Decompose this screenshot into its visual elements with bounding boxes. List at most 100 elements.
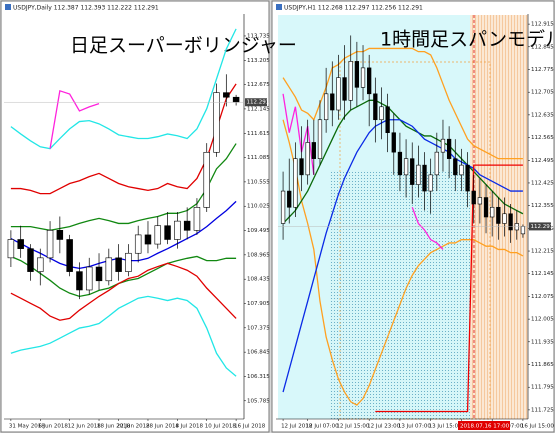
candle-body	[134, 234, 142, 254]
y-tick-label: 108.435	[247, 277, 270, 283]
candle-body	[428, 174, 433, 192]
y-tick-label: 112.495	[531, 158, 554, 164]
x-tick-label: 16 Jul 15:00	[521, 424, 554, 430]
candle-body	[174, 220, 181, 240]
chart-title: 1時間足スパンモデル	[380, 29, 555, 51]
candle-body	[105, 257, 113, 282]
x-tick-label: 12 Jul 15:00	[336, 424, 369, 430]
y-tick-label: 108.965	[247, 252, 270, 258]
price-label: 112.291	[247, 100, 270, 106]
y-tick-label: 112.425	[531, 180, 554, 186]
candle-body	[232, 96, 240, 103]
indicator-line	[282, 47, 523, 160]
candle-body	[465, 164, 470, 192]
y-tick-label: 113.205	[247, 58, 270, 64]
candle-body	[323, 93, 329, 121]
candle-body	[203, 151, 210, 208]
candle-body	[348, 61, 353, 101]
chart-title: 日足スーパーボリンジャー	[70, 35, 297, 57]
y-tick-label: 109.495	[247, 228, 270, 234]
candle-body	[477, 197, 483, 205]
candle-body	[354, 61, 360, 88]
indicator-line	[10, 262, 237, 321]
indicator-line	[282, 99, 524, 224]
candle-body	[76, 271, 83, 291]
left-panel	[0, 0, 270, 433]
y-tick-label: 112.565	[531, 135, 554, 141]
candle-body	[367, 67, 372, 95]
candle-body	[373, 93, 378, 121]
y-tick-label: 112.215	[531, 249, 554, 255]
indicator-line	[282, 93, 444, 250]
price-box	[245, 98, 267, 107]
indicator-line	[282, 119, 523, 393]
marker-box	[458, 421, 510, 430]
x-tick-label: 6 Jun 2018	[38, 424, 68, 430]
candle-body	[416, 164, 421, 185]
indicator-line	[282, 119, 524, 406]
candle-body	[508, 213, 513, 231]
candle-body	[125, 252, 132, 272]
candle-body	[440, 138, 446, 153]
price-label: 112.291	[531, 224, 554, 230]
y-tick-label: 112.145	[531, 271, 554, 277]
y-tick-label: 111.935	[531, 339, 554, 345]
candle-body	[56, 230, 64, 240]
candle-body	[193, 207, 201, 231]
candle-body	[422, 164, 427, 192]
candle-body	[330, 93, 335, 111]
candle-body	[397, 151, 403, 176]
x-tick-label: 12 Jul 07:00	[306, 424, 339, 430]
chart-header: USDJPY,H1 112.268 112.297 112.256 112.29…	[284, 5, 423, 12]
y-tick-label: 106.315	[247, 374, 270, 380]
candle-body	[164, 225, 171, 240]
x-tick-label: 28 Jun 2018	[146, 424, 180, 430]
candle-body	[287, 190, 292, 208]
x-tick-label: 4 Jul 2018	[175, 424, 203, 430]
x-tick-label: 31 May 2018	[9, 424, 45, 430]
y-tick-label: 112.915	[531, 22, 554, 28]
x-tick-label: 12 Jul 2018	[281, 424, 313, 430]
candle-body	[299, 158, 304, 176]
candle-body	[336, 77, 341, 111]
y-tick-label: 107.375	[247, 325, 270, 331]
candle-body	[46, 230, 54, 259]
indicator-line	[10, 143, 237, 231]
y-tick-label: 112.635	[531, 112, 554, 118]
candle-body	[311, 142, 316, 159]
candle-body	[385, 106, 390, 134]
candle-body	[144, 234, 152, 245]
x-tick-label: 10 Jul 2018	[205, 424, 237, 430]
x-tick-label: 18 Jun 2018	[97, 424, 131, 430]
x-tick-label: 12 Jun 2018	[68, 424, 102, 430]
y-tick-label: 110.555	[247, 179, 270, 185]
y-tick-label: 112.845	[531, 44, 554, 50]
y-tick-label: 112.775	[531, 67, 554, 73]
candle-body	[496, 206, 501, 224]
y-tick-label: 106.845	[247, 350, 270, 356]
candle-body	[66, 239, 73, 272]
y-tick-label: 112.675	[247, 82, 270, 88]
candle-body	[483, 197, 489, 218]
candle-body	[317, 119, 323, 159]
candle-body	[520, 226, 526, 235]
candle-body	[17, 239, 24, 249]
candle-body	[403, 158, 409, 176]
candle-body	[459, 164, 464, 176]
indicator-line	[49, 89, 100, 149]
x-tick-label: 12 Jul 23:00	[367, 424, 400, 430]
y-tick-label: 112.355	[531, 203, 554, 209]
candle-body	[514, 223, 519, 231]
y-tick-label: 112.705	[531, 90, 554, 96]
candle-body	[446, 138, 452, 159]
y-tick-label: 111.085	[247, 155, 270, 161]
y-tick-label: 112.075	[531, 294, 554, 300]
y-tick-label: 112.005	[531, 317, 554, 323]
x-tick-label: 13 Jul 15:00	[429, 424, 462, 430]
x-tick-label: 13 Jul 07:00	[398, 424, 431, 430]
x-tick-label: 22 Jun 2018	[117, 424, 151, 430]
candle-body	[95, 266, 103, 282]
candle-body	[154, 225, 162, 245]
y-tick-label: 111.615	[247, 131, 270, 137]
